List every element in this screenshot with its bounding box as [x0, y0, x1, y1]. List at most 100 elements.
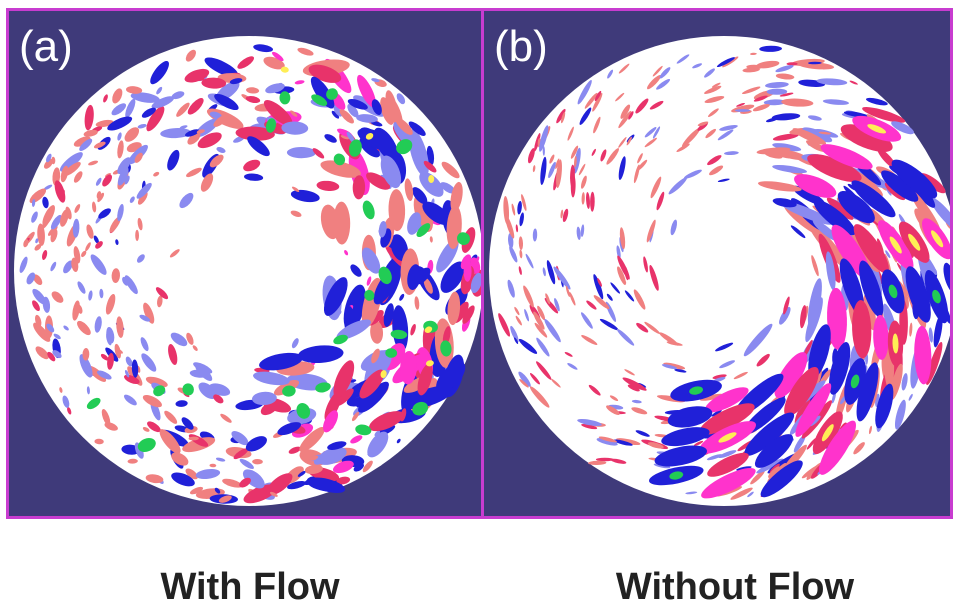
- negative-streamer: [760, 460, 803, 498]
- positive-eddy: [171, 452, 189, 466]
- negative-streamer: [667, 406, 713, 428]
- positive-eddy: [116, 316, 124, 338]
- positive-eddy: [147, 421, 161, 433]
- positive-eddy: [188, 436, 199, 441]
- negative-eddy: [943, 262, 950, 293]
- negative-streamer: [851, 180, 896, 218]
- positive-eddy: [324, 390, 342, 422]
- negative-eddy: [510, 325, 519, 343]
- negative-eddy: [94, 316, 102, 333]
- negative-eddy: [336, 319, 371, 340]
- negative-eddy: [414, 267, 431, 285]
- positive-eddy: [909, 322, 913, 337]
- positive-eddy: [590, 191, 595, 212]
- positive-eddy: [146, 106, 165, 132]
- positive-eddy: [116, 348, 123, 354]
- negative-eddy: [151, 96, 175, 109]
- positive-eddy: [157, 295, 163, 308]
- negative-eddy: [756, 458, 784, 474]
- negative-eddy: [259, 352, 303, 371]
- negative-eddy: [32, 288, 47, 305]
- negative-eddy: [297, 470, 306, 477]
- positive-eddy: [83, 129, 98, 137]
- positive-eddy: [792, 128, 827, 145]
- negative-eddy: [692, 63, 703, 69]
- peak-positive: [428, 175, 435, 183]
- positive-eddy: [168, 344, 178, 365]
- positive-eddy: [359, 369, 385, 399]
- negative-eddy: [392, 305, 409, 352]
- positive-eddy: [185, 468, 198, 480]
- positive-eddy: [37, 223, 45, 246]
- negative-eddy: [802, 127, 833, 143]
- positive-eddy: [768, 466, 780, 478]
- peak-negative: [282, 385, 296, 397]
- negative-eddy: [327, 441, 347, 450]
- positive-eddy: [145, 376, 168, 388]
- positive-eddy: [722, 56, 739, 68]
- positive-eddy: [637, 153, 643, 164]
- negative-eddy: [661, 364, 678, 370]
- positive-eddy: [243, 159, 261, 172]
- negative-eddy: [216, 146, 226, 154]
- positive-eddy: [649, 100, 664, 110]
- positive-eddy: [556, 159, 562, 189]
- positive-eddy: [102, 174, 113, 187]
- positive-eddy: [463, 261, 472, 282]
- positive-streamer: [795, 383, 832, 437]
- negative-eddy: [371, 99, 382, 116]
- negative-eddy: [252, 391, 277, 406]
- negative-eddy: [122, 276, 129, 286]
- negative-eddy: [808, 61, 822, 65]
- negative-eddy: [532, 228, 538, 242]
- negative-eddy: [247, 136, 270, 157]
- negative-eddy: [125, 98, 136, 118]
- positive-eddy: [498, 313, 511, 337]
- negative-eddy: [402, 385, 454, 410]
- positive-eddy: [565, 285, 570, 298]
- negative-eddy: [390, 234, 409, 261]
- positive-eddy: [389, 203, 402, 231]
- negative-eddy: [724, 151, 739, 156]
- positive-eddy: [529, 386, 550, 408]
- peak-negative: [378, 266, 392, 285]
- negative-eddy: [470, 272, 483, 293]
- positive-eddy: [126, 86, 143, 94]
- negative-eddy: [347, 98, 368, 110]
- negative-streamer: [881, 170, 919, 202]
- peak-negative: [182, 383, 194, 396]
- negative-eddy: [765, 81, 789, 89]
- positive-eddy: [266, 473, 293, 496]
- positive-eddy: [290, 110, 298, 117]
- negative-eddy: [124, 275, 138, 295]
- positive-eddy: [620, 104, 631, 119]
- positive-eddy: [515, 315, 522, 326]
- positive-eddy: [712, 374, 727, 380]
- positive-eddy: [555, 158, 560, 170]
- positive-eddy: [127, 458, 138, 464]
- negative-eddy: [656, 78, 671, 90]
- negative-eddy: [35, 238, 39, 244]
- negative-eddy: [79, 354, 93, 378]
- positive-eddy: [291, 186, 300, 192]
- negative-eddy: [930, 197, 950, 231]
- positive-eddy: [60, 165, 69, 183]
- negative-eddy: [106, 332, 112, 346]
- positive-eddy: [533, 311, 545, 330]
- negative-eddy: [771, 113, 801, 121]
- negative-eddy: [631, 399, 642, 404]
- positive-eddy: [51, 291, 64, 303]
- positive-eddy: [245, 95, 261, 104]
- positive-eddy: [569, 292, 576, 306]
- positive-eddy: [649, 264, 659, 291]
- negative-eddy: [734, 109, 751, 112]
- negative-eddy: [613, 439, 633, 446]
- negative-eddy: [518, 371, 531, 387]
- negative-eddy: [131, 359, 139, 378]
- negative-eddy: [204, 57, 239, 78]
- positive-eddy: [676, 143, 690, 153]
- positive-eddy: [197, 132, 222, 149]
- positive-streamer: [807, 154, 862, 182]
- positive-eddy: [783, 296, 790, 315]
- negative-eddy: [596, 438, 618, 446]
